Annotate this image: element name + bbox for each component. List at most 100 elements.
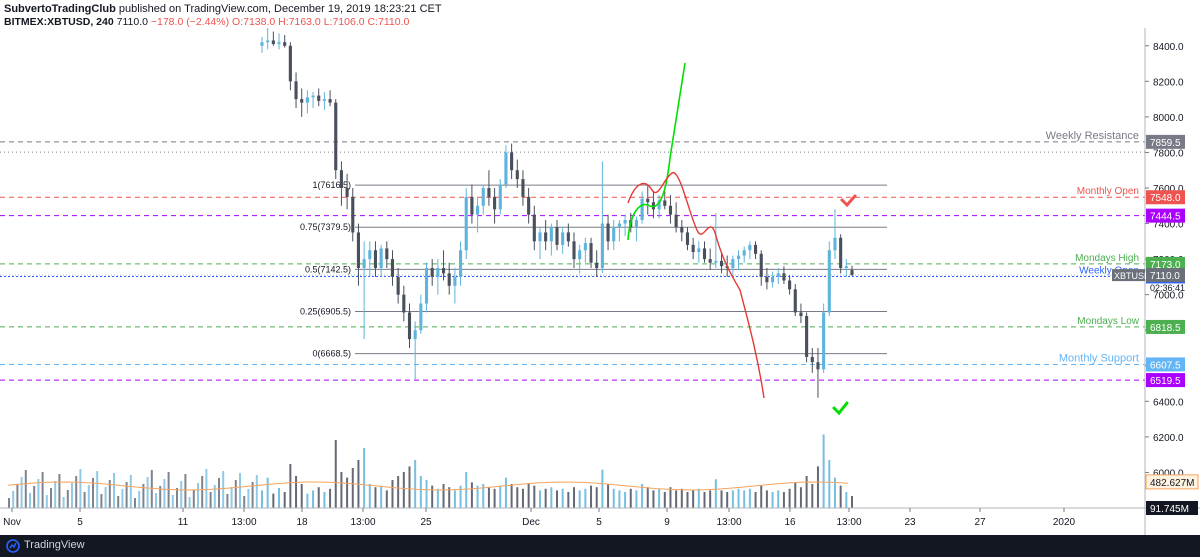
volume-bar — [556, 490, 558, 508]
volume-bar — [163, 479, 166, 508]
volume-bar — [283, 492, 286, 508]
volume-bar — [201, 476, 204, 508]
candle-body — [527, 196, 531, 215]
candle-body — [436, 268, 440, 277]
volume-bar — [289, 464, 292, 508]
symbol-name[interactable]: BITMEX:XBTUSD, 240 — [4, 16, 114, 28]
volume-bar — [709, 490, 712, 508]
volume-bar — [33, 486, 36, 508]
tradingview-logo-icon[interactable] — [6, 539, 20, 553]
volume-bar — [29, 493, 31, 508]
price-tag-label: 7173.0 — [1150, 260, 1181, 271]
volume-bar — [247, 489, 250, 508]
volume-bar — [703, 492, 706, 508]
candle-body — [538, 232, 542, 242]
volume-bar — [743, 490, 746, 508]
fib-label: 0.75(7379.5) — [300, 222, 351, 232]
volume-bar — [12, 491, 15, 508]
time-tick-label: 27 — [974, 517, 986, 528]
price-tag-bg — [1146, 256, 1185, 271]
candle-body — [623, 220, 627, 224]
candle-body — [793, 289, 797, 313]
volume-bar — [748, 488, 751, 508]
green-check-icon — [832, 401, 849, 416]
time-tick-label: 11 — [178, 517, 189, 528]
candle-body — [498, 184, 502, 210]
time-tick-label: 13:00 — [231, 517, 256, 528]
candle-body — [674, 214, 678, 228]
volume-bar — [218, 478, 220, 508]
volume-bar — [188, 497, 191, 508]
volume-ma-line — [7, 481, 849, 491]
volume-bar — [493, 488, 496, 508]
volume-bar — [737, 488, 740, 508]
time-axis[interactable]: Nov 5 11 13:00 18 13:00 25 Dec 5 9 13:00 16 13:00 23 2… — [0, 507, 1200, 528]
candle-body — [487, 188, 491, 197]
volume-bar — [180, 481, 183, 508]
volume-bar — [578, 490, 581, 508]
volume-bar — [380, 485, 383, 508]
candle-body — [634, 220, 638, 228]
publisher-name[interactable]: SubvertoTradingClub — [4, 3, 116, 15]
candle-body — [765, 276, 769, 283]
candle-body — [697, 248, 701, 252]
candle-body — [788, 280, 792, 290]
time-tick-label: 16 — [784, 517, 796, 528]
volume-bar — [510, 484, 513, 508]
volume-bar — [726, 492, 729, 508]
candle-body — [356, 232, 361, 268]
volume-bar — [351, 468, 354, 508]
volume-bar — [402, 472, 405, 508]
volume-bar — [16, 484, 19, 508]
candle-body — [476, 205, 480, 215]
volume-bar — [629, 488, 632, 508]
volume-bar — [680, 488, 683, 508]
level-label: Weekly Open — [1079, 265, 1139, 276]
volume-bar — [794, 482, 797, 508]
volume-bar — [54, 481, 57, 508]
candle-body — [657, 200, 661, 210]
price-chart[interactable]: Weekly Resistance Monthly Open Mondays Hig… — [0, 28, 1200, 535]
volume-bar — [92, 478, 94, 508]
candle-body — [736, 255, 741, 260]
time-tick-label: 13:00 — [716, 517, 741, 528]
volume-bar — [239, 473, 241, 508]
volume-bar — [538, 490, 541, 508]
volume-bar — [663, 492, 666, 508]
candle-body — [260, 42, 264, 46]
volume-bar — [397, 476, 400, 508]
volume-bar — [453, 490, 456, 508]
volume-bar — [612, 488, 615, 508]
candle-body — [782, 273, 786, 281]
volume-bar — [692, 490, 695, 508]
candle-body — [714, 260, 718, 263]
volume-bar — [607, 484, 610, 508]
candle-body — [583, 243, 587, 251]
footer-brand[interactable]: TradingView — [24, 539, 85, 551]
volume-bar — [436, 488, 439, 508]
volume-bar — [805, 476, 808, 508]
volume-bar — [340, 472, 343, 508]
volume-bar — [155, 493, 157, 508]
volume-bar — [176, 488, 178, 508]
level-label: Monthly Open — [1077, 186, 1139, 197]
volume-bar — [171, 495, 174, 508]
candle-body — [493, 196, 497, 210]
time-tick-label: 9 — [664, 517, 670, 528]
price-tag-bg — [1146, 357, 1185, 372]
candle-body — [385, 248, 389, 260]
volume-bar — [255, 475, 258, 508]
price-tag-label: 7548.0 — [1150, 193, 1181, 204]
volume-bar — [465, 472, 468, 508]
candle-body — [549, 227, 553, 242]
candle-body — [317, 95, 321, 101]
volume-bar — [442, 484, 445, 508]
volume-bar — [104, 487, 107, 508]
candle-body — [731, 259, 735, 268]
volume-bar — [476, 485, 479, 508]
candle-body — [776, 273, 780, 277]
price-tag-label: 6607.5 — [1150, 360, 1181, 371]
volume-bar — [266, 477, 269, 508]
volume-bar — [754, 492, 757, 508]
price-tags: 7859.57548.07444.57173.07102.56818.56607… — [1112, 134, 1199, 515]
